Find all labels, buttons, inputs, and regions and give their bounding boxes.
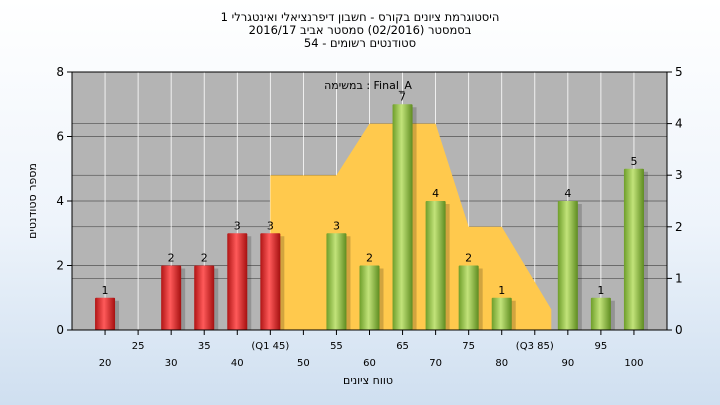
bar-data-label: 4 [564,187,571,200]
bar [359,265,380,330]
x-tick-label-upper: 25 [132,341,145,352]
bar-data-label: 1 [498,284,505,297]
x-tick-label-lower: 60 [363,358,376,369]
bar [491,297,512,330]
bars: 1 2 2 3 3 3 2 7 4 2 1 4 1 5 [95,90,648,330]
x-tick-label-upper: (Q1 45) [251,341,289,352]
bar [425,201,446,330]
bar-data-label: 3 [267,219,274,232]
x-tick-label-lower: 20 [99,358,112,369]
bar-data-label: 2 [366,252,373,265]
y2-tick-label: 2 [675,220,683,234]
x-tick-label-upper: 65 [396,341,409,352]
y-tick-label: 6 [56,130,64,144]
bar-data-label: 3 [333,219,340,232]
y-axis-label: מספר סטודנטים [26,163,39,239]
bar [458,265,479,330]
x-tick-label-lower: 90 [561,358,574,369]
x-tick-label-upper: 55 [330,341,343,352]
x-axis-label: טווח ציונים [343,374,393,387]
chart-subtitle: במשימה : Final_A [324,79,412,92]
x-tick-label-lower: 70 [429,358,442,369]
y-tick-label: 4 [56,194,64,208]
bar-data-label: 7 [399,90,406,103]
bar-data-label: 1 [597,284,604,297]
bar [194,265,215,330]
bar [227,233,248,330]
x-tick-label-lower: 50 [297,358,310,369]
y2-tick-label: 0 [675,323,683,337]
x-tick-label-lower: 40 [231,358,244,369]
bar [161,265,182,330]
bar-data-label: 2 [168,252,175,265]
y2-tick-label: 3 [675,168,683,182]
y-tick-label: 8 [56,65,64,79]
bar [623,168,644,330]
bar-data-label: 1 [102,284,109,297]
y2-tick-label: 5 [675,65,683,79]
chart-title-line-3: סטודנטים רשומים - 54 [304,36,416,50]
bar-data-label: 4 [432,187,439,200]
bar [392,104,413,330]
bar-data-label: 3 [234,219,241,232]
bar [326,233,347,330]
x-tick-label-lower: 30 [165,358,178,369]
chart-title-line-2: בסמסטר (02/2016) סמסטר אביב 2016/17 [249,23,472,37]
bar-data-label: 2 [201,252,208,265]
x-tick-label-upper: 35 [198,341,211,352]
y2-tick-label: 4 [675,117,683,131]
x-tick-label-upper: (Q3 85) [516,341,554,352]
x-tick-label-lower: 100 [624,358,643,369]
bar [95,297,116,330]
bar [557,201,578,330]
bar-data-label: 5 [630,155,637,168]
y-tick-label: 2 [56,259,64,273]
y2-tick-label: 1 [675,271,683,285]
bar [260,233,281,330]
x-tick-label-lower: 80 [495,358,508,369]
y-tick-label: 0 [56,323,64,337]
bar-data-label: 2 [465,252,472,265]
x-tick-label-upper: 95 [595,341,608,352]
bar [590,297,611,330]
x-tick-label-upper: 75 [462,341,475,352]
chart-title-line-1: היסטוגרמת ציונים בקורס - חשבון דיפרנציאל… [221,10,500,24]
